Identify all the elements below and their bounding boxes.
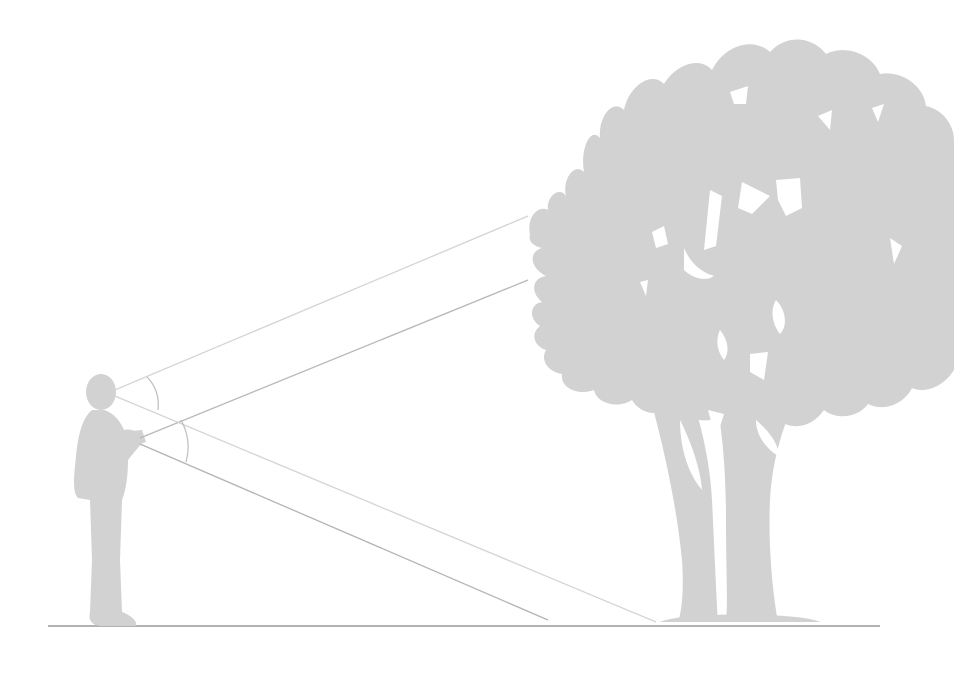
sight-line-base <box>139 443 549 621</box>
tree-silhouette <box>529 39 954 622</box>
person-body <box>74 410 144 626</box>
sight-line-treetop <box>139 279 529 439</box>
canopy-gaps <box>640 86 902 490</box>
tree-trunk-left <box>648 390 718 622</box>
sight-lines <box>109 215 657 623</box>
person-silhouette <box>74 374 146 626</box>
person-hands <box>122 430 146 448</box>
tree-canopy <box>529 39 954 427</box>
angle-arc-lower <box>180 419 189 463</box>
person-head <box>86 374 116 410</box>
sight-line-ground-light <box>109 393 657 623</box>
angle-arcs <box>146 376 189 463</box>
tree-base <box>660 614 820 622</box>
angle-arc-upper <box>146 376 159 411</box>
sight-line-top <box>109 215 529 393</box>
tree-trunk-right <box>712 380 800 622</box>
